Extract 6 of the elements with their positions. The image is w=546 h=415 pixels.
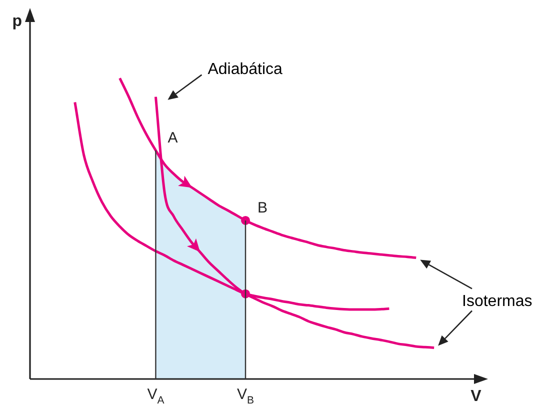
text: Adiabática <box>208 60 282 79</box>
y-axis-title: p <box>12 13 22 30</box>
annotation: B <box>258 199 268 216</box>
annotation: A <box>168 129 178 146</box>
x-axis-title: V <box>470 388 482 405</box>
annotation: Isotermas <box>462 292 532 311</box>
